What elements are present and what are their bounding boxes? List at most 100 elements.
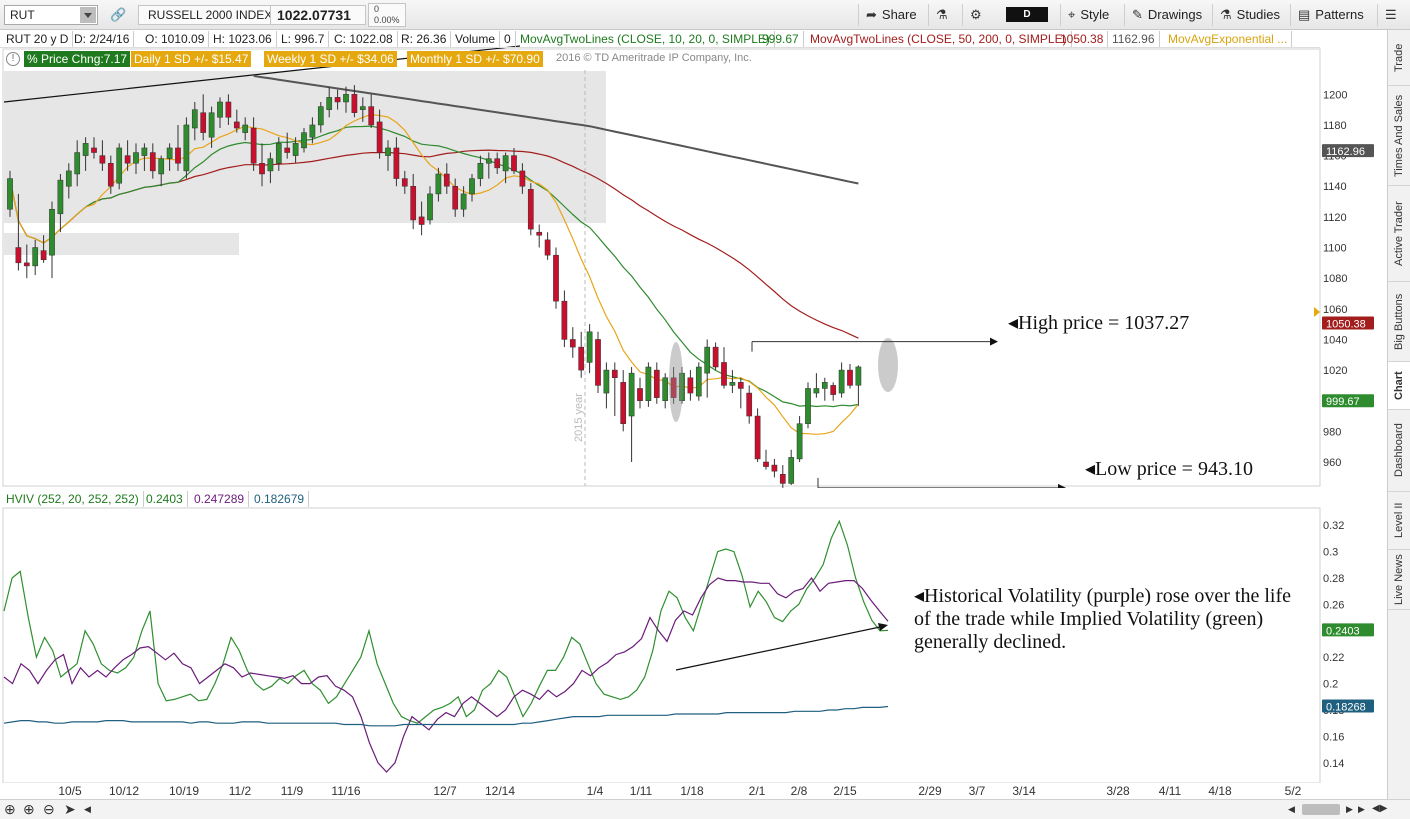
hv-long-price-tag-bg	[1322, 699, 1374, 713]
expand-icon[interactable]: ◀▶	[1372, 803, 1388, 814]
candle	[511, 155, 517, 172]
pencil-icon: ✎	[1132, 7, 1143, 22]
hviv-iv-value: 0.2403	[142, 491, 188, 507]
info-icon[interactable]: !	[6, 52, 20, 66]
studies-button[interactable]: ⚗ Studies	[1212, 4, 1287, 26]
candle	[401, 178, 408, 187]
patterns-button[interactable]: ▤ Patterns	[1290, 4, 1371, 26]
date-tick-label: 5/2	[1284, 784, 1302, 798]
date-tick-label: 11/2	[228, 784, 252, 798]
price-tick-label: 1120	[1323, 212, 1347, 224]
style-button[interactable]: ⌖ Style	[1060, 4, 1116, 26]
hv-line	[3, 576, 889, 773]
zoom-in-icon[interactable]: ⊕	[23, 801, 35, 817]
date-tick-label: 4/18	[1208, 784, 1232, 798]
link-icon[interactable]: 🔗	[110, 7, 127, 22]
candle	[746, 392, 753, 417]
low-arrow-head	[1058, 483, 1066, 488]
study-ma-10-20[interactable]: MovAvgTwoLines (CLOSE, 10, 20, 0, SIMPLE…	[516, 31, 775, 47]
candle	[813, 388, 820, 394]
flask-icon: ⚗	[936, 7, 948, 22]
candle	[233, 121, 240, 129]
iv-price-tag: 0.2403	[1326, 625, 1360, 637]
aggregation-button[interactable]: D	[1006, 7, 1048, 22]
study-ma-50-200-value-1: 1050.38	[1056, 31, 1109, 47]
symbol-input[interactable]: RUT	[4, 5, 98, 25]
sidebar-tab-dashboard[interactable]: Dashboard	[1388, 410, 1410, 492]
cursor-icon[interactable]: ➤	[64, 801, 76, 817]
candle	[662, 377, 669, 401]
candle	[309, 124, 316, 138]
drawings-button[interactable]: ✎ Drawings	[1124, 4, 1209, 26]
menu-button[interactable]: ☰	[1377, 4, 1409, 26]
study-ma-10-20-value: 999.67	[758, 31, 804, 47]
candle	[502, 155, 509, 172]
high-price-annotation: ◂High price = 1037.27	[1008, 312, 1190, 334]
flask-button[interactable]: ⚗	[928, 4, 960, 26]
candle	[133, 152, 139, 164]
candle	[158, 158, 165, 175]
hviv-study-label[interactable]: HVIV (252, 20, 252, 252)	[2, 491, 144, 507]
candle	[242, 124, 249, 133]
candle	[91, 147, 97, 153]
scroll-left-icon[interactable]: ◀	[84, 804, 91, 814]
candle	[435, 173, 442, 195]
volatility-note: Historical Volatility (purple) rose over…	[914, 585, 1291, 653]
info-high: H: 1023.06	[209, 31, 277, 47]
sidebar-tab-level-ii[interactable]: Level II	[1388, 492, 1410, 550]
candle	[544, 239, 551, 256]
volatility-chart[interactable]: 0.140.160.180.20.220.240.260.280.30.320.…	[0, 488, 1387, 783]
studies-label: Studies	[1236, 7, 1281, 22]
zoom-out-icon[interactable]: ⊖	[43, 801, 55, 817]
symbol-dropdown-icon[interactable]	[80, 7, 96, 23]
candle	[208, 112, 215, 138]
candle	[469, 178, 475, 195]
sidebar-tab-chart[interactable]: Chart	[1388, 362, 1410, 410]
sidebar-tab-trade[interactable]: Trade	[1388, 30, 1410, 86]
scroll-right-icon[interactable]: ▶	[1346, 804, 1353, 814]
candle	[536, 231, 543, 236]
copyright: 2016 © TD Ameritrade IP Company, Inc.	[556, 52, 752, 64]
ma200-price-tag-bg	[1322, 144, 1374, 158]
vol-tick-label: 0.2	[1323, 679, 1338, 691]
style-icon: ⌖	[1068, 7, 1076, 22]
candle	[519, 170, 526, 187]
sidebar-tab-big-buttons[interactable]: Big Buttons	[1388, 282, 1410, 362]
candle	[317, 106, 324, 126]
candle	[191, 109, 198, 129]
scrollbar-thumb[interactable]	[1302, 804, 1340, 815]
date-tick-label: 3/7	[968, 784, 986, 798]
candle	[611, 369, 618, 378]
menu-icon: ☰	[1385, 7, 1397, 22]
candle	[595, 339, 601, 386]
chart-period[interactable]: RUT 20 y D	[2, 31, 74, 47]
scroll-right-end-icon[interactable]: ▶	[1358, 804, 1365, 814]
candle	[788, 457, 795, 484]
candle	[443, 173, 450, 187]
info-date: D: 2/24/16	[70, 31, 135, 47]
date-tick-label: 12/14	[484, 784, 516, 798]
sidebar-tab-times-and-sales[interactable]: Times And Sales	[1388, 86, 1410, 186]
sidebar-tab-active-trader[interactable]: Active Trader	[1388, 186, 1410, 282]
candle	[620, 382, 627, 424]
study-ema[interactable]: MovAvgExponential ...	[1164, 31, 1293, 47]
bottom-bar: ⊕ ⊕ ⊖ ➤ ◀ ◀ ▶ ▶ ◀▶	[0, 799, 1410, 819]
share-button[interactable]: ➦ Share	[858, 4, 924, 26]
candle	[149, 152, 156, 172]
date-tick-label: 10/5	[58, 784, 82, 798]
settings-button[interactable]: ⚙	[962, 4, 994, 26]
ma20-price-tag-bg	[1322, 394, 1374, 408]
candle	[847, 369, 853, 386]
pan-icon[interactable]: ⊕	[4, 801, 16, 817]
study-ma-50-200[interactable]: MovAvgTwoLines (CLOSE, 50, 200, 0, SIMPL…	[806, 31, 1072, 47]
candle	[124, 155, 131, 164]
sidebar-tab-live-news[interactable]: Live News	[1388, 550, 1410, 610]
date-tick-label: 2/29	[918, 784, 942, 798]
candle	[116, 147, 123, 184]
scroll-left-end-icon[interactable]: ◀	[1288, 804, 1295, 814]
weekly-sd: Weekly 1 SD +/- $34.06	[264, 51, 397, 67]
price-chart[interactable]: 2015 year9409609801000102010401060108011…	[0, 30, 1387, 488]
ma20-line	[9, 125, 859, 408]
candle	[267, 158, 274, 172]
date-tick-label: 1/11	[629, 784, 653, 798]
